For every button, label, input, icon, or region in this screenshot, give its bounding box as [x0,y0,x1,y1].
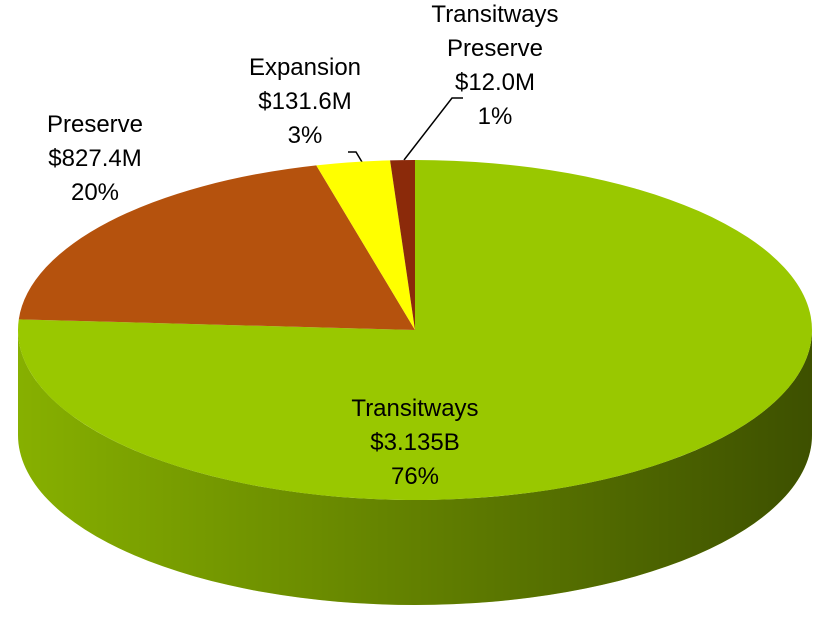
leader-line [403,97,463,161]
label-line: 76% [391,463,439,490]
pie-side-shade [18,330,812,605]
label-line: $12.0M [455,69,535,96]
pie-slice [390,160,415,330]
label-line: 1% [478,103,513,130]
label-line: $827.4M [48,145,141,172]
label-line: Transitways [431,1,558,28]
pie-slice [18,165,416,330]
label-line: $131.6M [258,88,351,115]
label-line: Expansion [249,54,361,81]
label-line: Transitways [351,395,478,422]
slice-label: Transitways Preserve $12.0M 1% [431,1,558,130]
slice-label: Preserve $827.4M 20% [47,111,143,206]
label-line: 20% [71,179,119,206]
slice-label: Transitways $3.135B 76% [351,395,478,490]
label-line: $3.135B [370,429,459,456]
slice-label: Expansion $131.6M 3% [249,54,361,149]
pie-slice [316,160,415,330]
label-line: Preserve [447,35,543,62]
leader-line [348,151,363,163]
label-line: Preserve [47,111,143,138]
label-line: 3% [288,122,323,149]
